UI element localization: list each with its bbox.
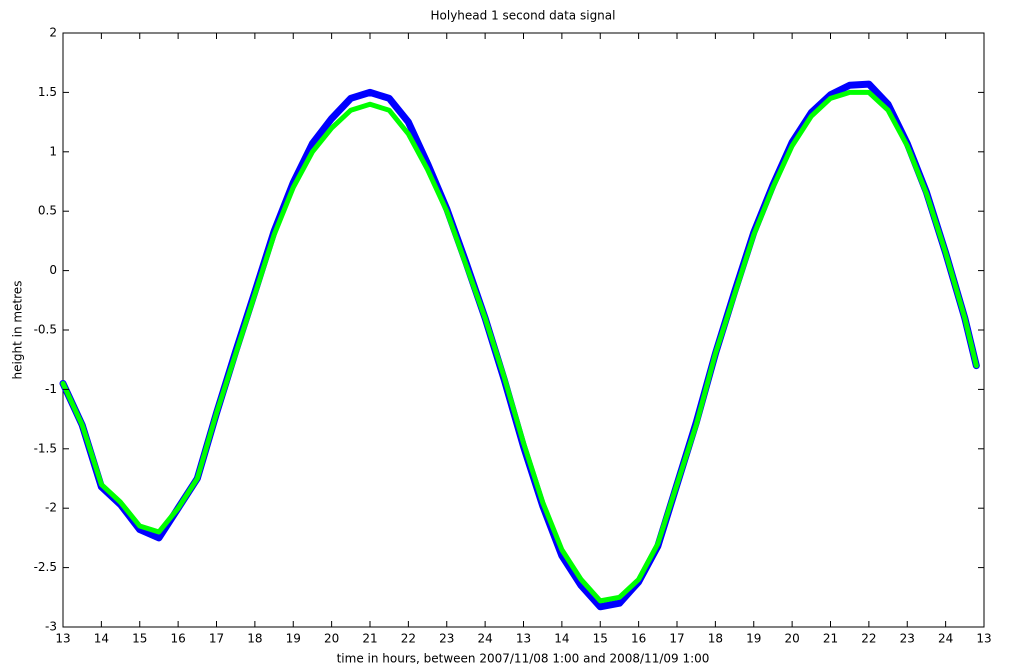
x-tick-label: 19 bbox=[286, 632, 301, 646]
y-tick-label: -1 bbox=[45, 382, 57, 396]
y-tick-label: -3 bbox=[45, 620, 57, 634]
x-tick-label: 22 bbox=[861, 632, 876, 646]
y-tick-label: -2.5 bbox=[34, 560, 57, 574]
y-tick-label: 1 bbox=[49, 144, 57, 158]
x-tick-label: 24 bbox=[477, 632, 492, 646]
x-tick-label: 13 bbox=[516, 632, 531, 646]
y-tick-label: 0 bbox=[49, 263, 57, 277]
chart-title: Holyhead 1 second data signal bbox=[431, 9, 616, 23]
y-tick-label: -1.5 bbox=[34, 441, 57, 455]
x-tick-label: 14 bbox=[554, 632, 569, 646]
x-tick-label: 17 bbox=[669, 632, 684, 646]
x-tick-label: 21 bbox=[362, 632, 377, 646]
x-tick-label: 18 bbox=[247, 632, 262, 646]
x-tick-label: 16 bbox=[170, 632, 185, 646]
x-tick-label: 13 bbox=[976, 632, 991, 646]
x-tick-label: 13 bbox=[55, 632, 70, 646]
x-tick-label: 14 bbox=[94, 632, 109, 646]
x-tick-label: 23 bbox=[439, 632, 454, 646]
x-tick-label: 23 bbox=[900, 632, 915, 646]
y-tick-label: 2 bbox=[49, 26, 57, 40]
x-tick-label: 15 bbox=[593, 632, 608, 646]
x-tick-label: 17 bbox=[209, 632, 224, 646]
y-tick-label: 0.5 bbox=[38, 204, 57, 218]
x-tick-label: 19 bbox=[746, 632, 761, 646]
x-tick-label: 21 bbox=[823, 632, 838, 646]
x-tick-label: 20 bbox=[324, 632, 339, 646]
x-tick-label: 15 bbox=[132, 632, 147, 646]
y-tick-label: -0.5 bbox=[34, 323, 57, 337]
x-tick-label: 24 bbox=[938, 632, 953, 646]
y-tick-label: 1.5 bbox=[38, 85, 57, 99]
y-tick-label: -2 bbox=[45, 501, 57, 515]
y-axis-label: height in metres bbox=[11, 281, 25, 380]
line-series bbox=[60, 89, 979, 604]
x-tick-label: 20 bbox=[784, 632, 799, 646]
x-tick-label: 22 bbox=[401, 632, 416, 646]
x-axis-label: time in hours, between 2007/11/08 1:00 a… bbox=[337, 652, 710, 666]
x-tick-label: 18 bbox=[708, 632, 723, 646]
x-tick-label: 16 bbox=[631, 632, 646, 646]
